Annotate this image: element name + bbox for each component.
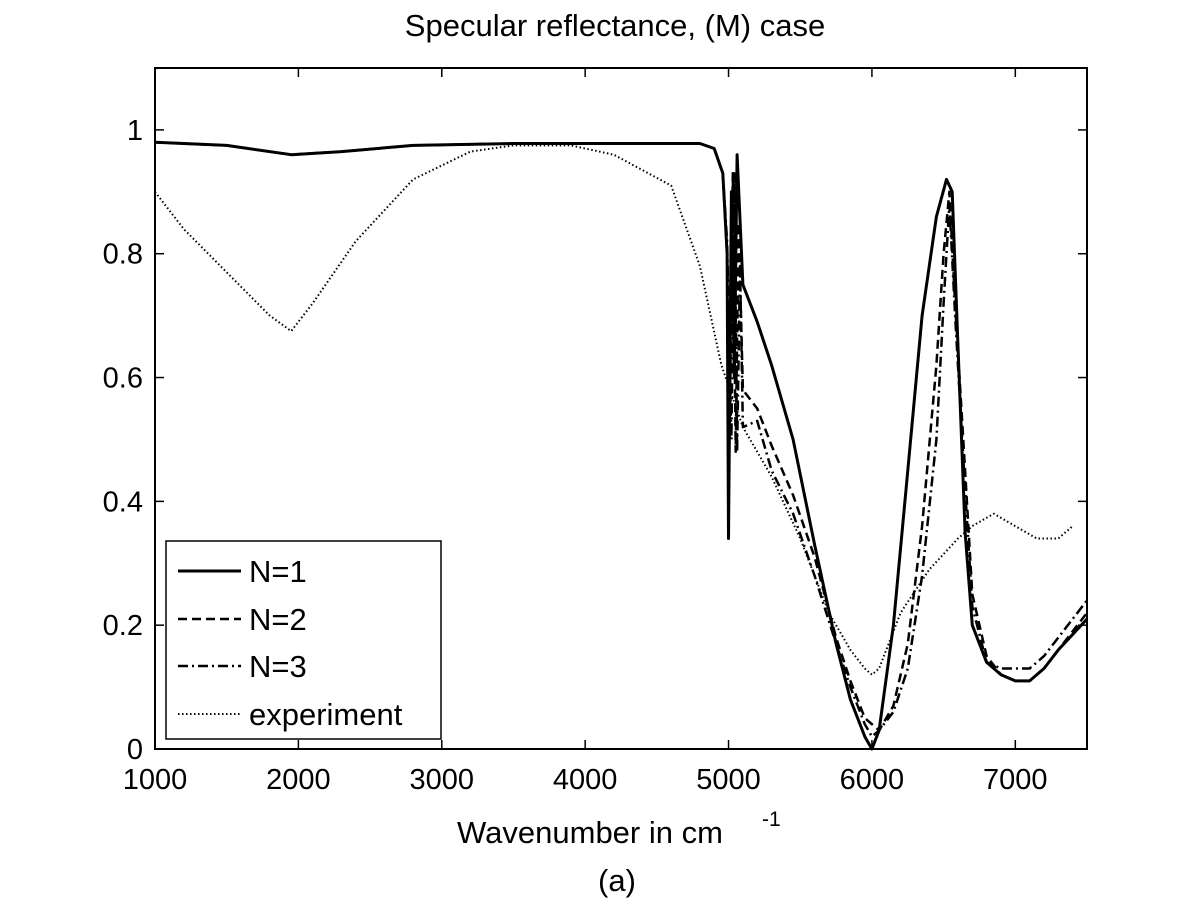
y-tick-label: 0.6 xyxy=(103,363,143,395)
y-tick-label: 0 xyxy=(127,734,143,766)
chart-title: Specular reflectance, (M) case xyxy=(405,8,825,43)
legend-label: N=1 xyxy=(249,554,307,589)
y-tick-label: 1 xyxy=(127,115,143,147)
legend: N=1 N=2 N=3 experiment xyxy=(165,540,442,740)
x-axis: 1000 2000 3000 4000 5000 6000 7000 xyxy=(123,68,1048,796)
axes-box xyxy=(154,67,1088,750)
x-axis-label-exponent: -1 xyxy=(762,808,781,831)
x-axis-label: Wavenumber in cm xyxy=(457,815,723,850)
x-tick-label: 1000 xyxy=(123,764,188,796)
legend-label: N=2 xyxy=(249,602,307,637)
x-tick-label: 6000 xyxy=(840,764,905,796)
series-line-n-2 xyxy=(154,141,1088,732)
series-line-n-3 xyxy=(154,141,1088,738)
figure-caption: (a) xyxy=(598,863,636,898)
x-tick-label: 4000 xyxy=(553,764,618,796)
y-tick-label: 0.2 xyxy=(103,610,143,642)
legend-label: N=3 xyxy=(249,649,307,684)
y-axis: 0 0.2 0.4 0.6 0.8 1 xyxy=(103,115,1087,766)
x-tick-label: 3000 xyxy=(410,764,475,796)
y-tick-label: 0.4 xyxy=(103,486,143,518)
legend-label: experiment xyxy=(249,697,403,732)
series-line-experiment xyxy=(154,144,1074,676)
legend-box xyxy=(165,540,442,740)
x-tick-label: 2000 xyxy=(266,764,331,796)
y-tick-label: 0.8 xyxy=(103,239,143,271)
series-line-n-1 xyxy=(154,140,1089,751)
x-tick-label: 7000 xyxy=(983,764,1048,796)
x-tick-label: 5000 xyxy=(696,764,761,796)
plot-lines xyxy=(154,140,1089,751)
